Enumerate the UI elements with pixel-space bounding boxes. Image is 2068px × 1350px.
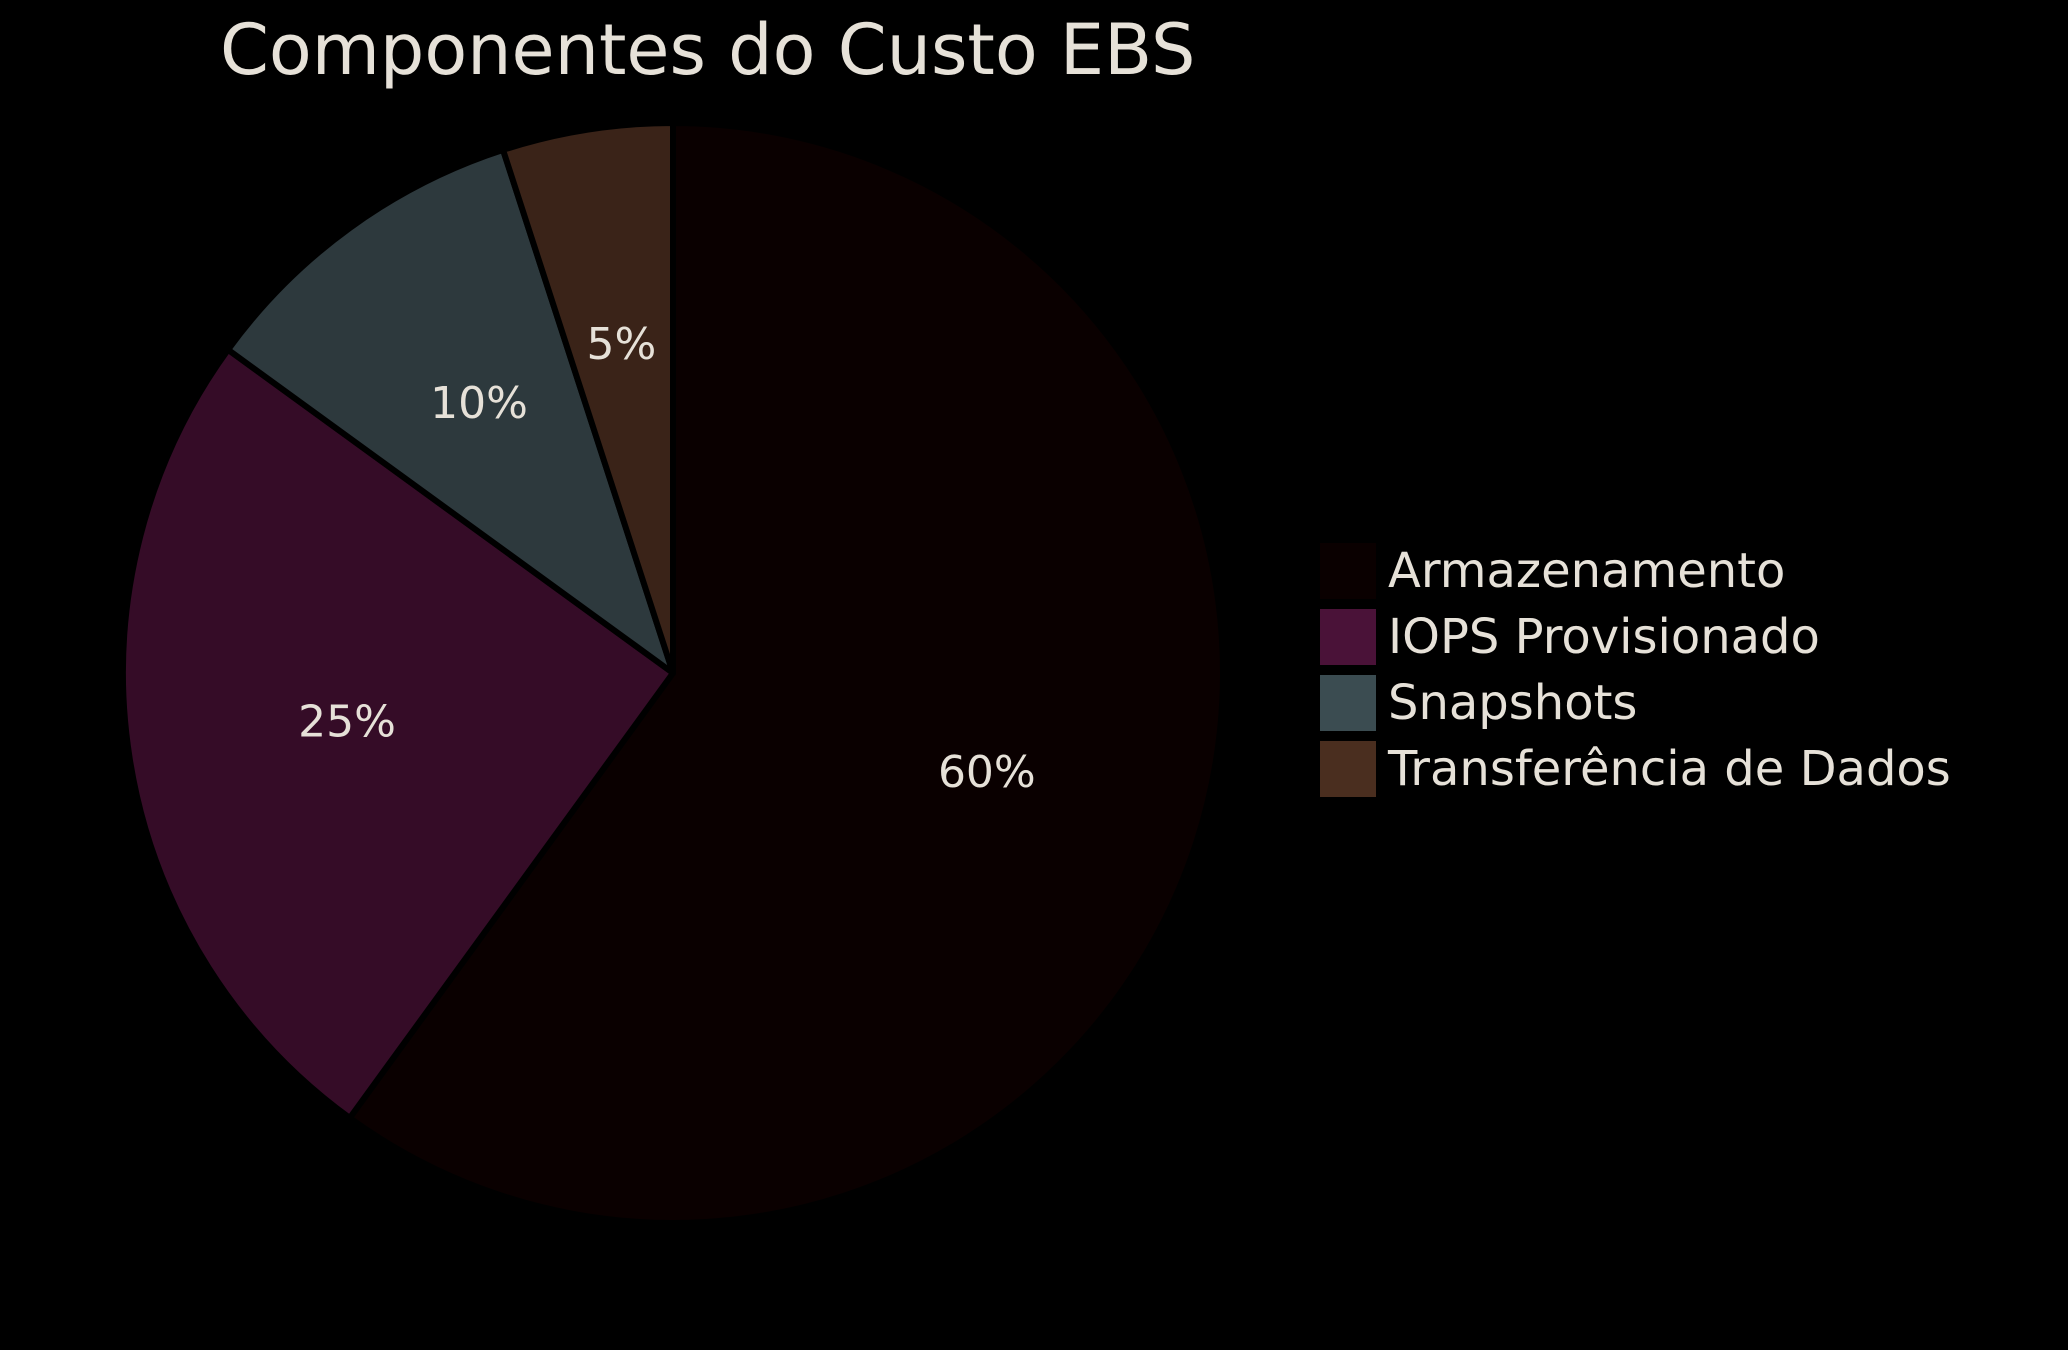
pie-slice <box>346 120 1226 1226</box>
slice-value-label: 25% <box>298 697 396 748</box>
legend-swatch <box>1320 543 1376 599</box>
legend-item: Snapshots <box>1320 670 1951 736</box>
slice-value-label: 10% <box>430 378 528 429</box>
legend-item: Transferência de Dados <box>1320 736 1951 802</box>
legend-swatch <box>1320 741 1376 797</box>
slice-value-label: 5% <box>586 319 656 370</box>
legend: Armazenamento IOPS Provisionado Snapshot… <box>1320 538 1951 802</box>
legend-label: IOPS Provisionado <box>1388 609 1820 665</box>
pie-slice <box>500 120 676 676</box>
pie-slice <box>120 346 676 1121</box>
legend-swatch <box>1320 609 1376 665</box>
pie-slice <box>225 146 676 676</box>
legend-label: Armazenamento <box>1388 543 1786 599</box>
slice-value-label: 60% <box>938 747 1036 798</box>
legend-item: IOPS Provisionado <box>1320 604 1951 670</box>
legend-swatch <box>1320 675 1376 731</box>
legend-label: Transferência de Dados <box>1388 741 1951 797</box>
legend-item: Armazenamento <box>1320 538 1951 604</box>
legend-label: Snapshots <box>1388 675 1638 731</box>
chart-title: Componentes do Custo EBS <box>220 9 1196 91</box>
